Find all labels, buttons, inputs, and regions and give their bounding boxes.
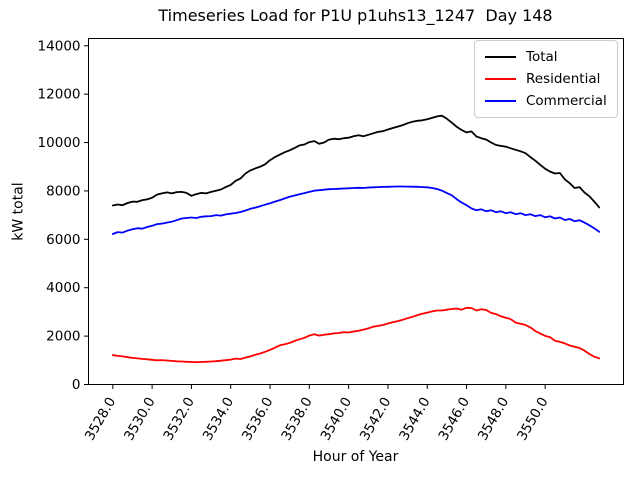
total-line (111, 114, 601, 209)
x-axis-label: Hour of Year (312, 449, 399, 465)
x-tick-label: 3542.0 (357, 395, 394, 444)
legend-line-total-icon (485, 56, 516, 58)
y-tick-label: 8000 (46, 183, 80, 199)
x-tick-label: 3528.0 (82, 395, 119, 444)
x-tick-label: 3544.0 (396, 395, 433, 444)
x-tick-label: 3546.0 (436, 395, 473, 444)
y-axis-label: kW total (10, 182, 27, 241)
x-tick-label: 3534.0 (200, 395, 237, 444)
x-tick-label: 3530.0 (121, 395, 158, 444)
legend-label-total: Total (526, 49, 558, 65)
y-tick-label: 10000 (38, 135, 81, 151)
legend-label-commercial: Commercial (526, 93, 607, 109)
legend-item-commercial: Commercial (485, 92, 607, 110)
legend-item-residential: Residential (485, 70, 607, 88)
residential-line (111, 306, 601, 364)
x-tick-label: 3548.0 (475, 395, 512, 444)
legend-line-commercial-icon (485, 100, 516, 102)
y-tick-label: 6000 (46, 232, 80, 248)
y-tick-label: 4000 (46, 280, 80, 296)
y-tick-label: 12000 (38, 87, 81, 103)
x-tick-label: 3550.0 (514, 395, 551, 444)
chart-title: Timeseries Load for P1U p1uhs13_1247 Day… (158, 6, 553, 25)
legend-label-residential: Residential (526, 71, 601, 87)
x-tick-label: 3538.0 (278, 395, 315, 444)
x-tick-label: 3536.0 (239, 395, 276, 444)
commercial-line (111, 185, 601, 235)
y-tick-label: 0 (72, 377, 81, 393)
legend-line-residential-icon (485, 78, 516, 80)
y-tick-label: 14000 (38, 38, 81, 54)
x-tick-label: 3540.0 (318, 395, 355, 444)
legend-item-total: Total (485, 48, 607, 66)
y-tick-label: 2000 (46, 329, 80, 345)
plot-frame (88, 38, 624, 385)
x-tick-label: 3532.0 (160, 395, 197, 444)
legend: Total Residential Commercial (474, 40, 618, 118)
